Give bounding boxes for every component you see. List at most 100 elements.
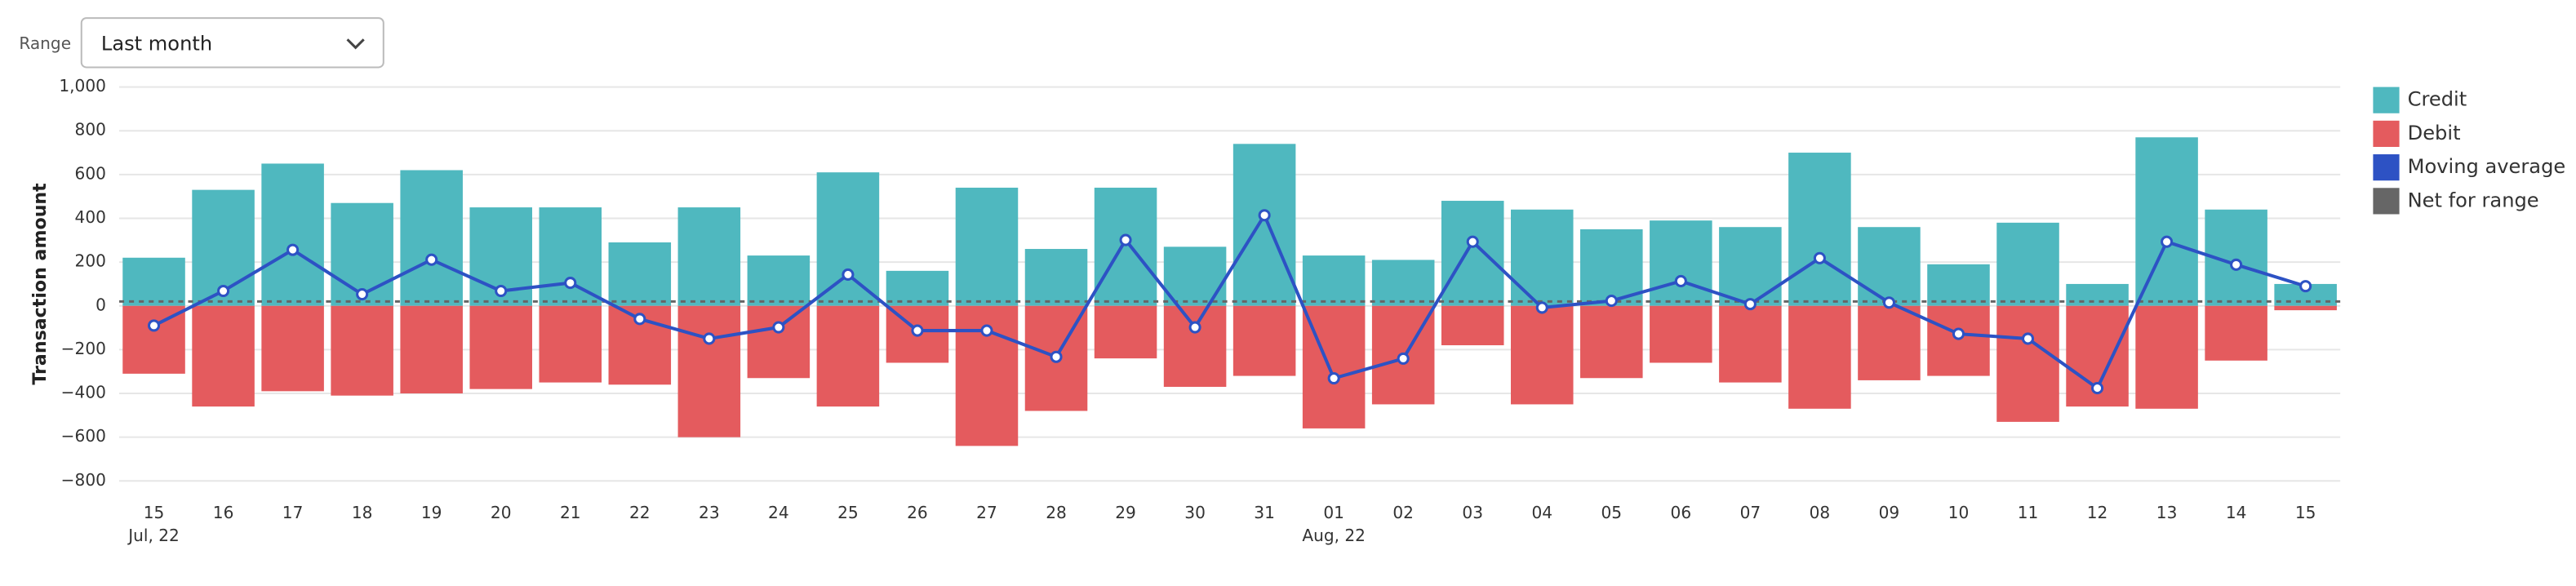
bar bbox=[1371, 260, 1435, 306]
moving-average-point bbox=[1535, 301, 1548, 314]
legend-label: Debit bbox=[2408, 122, 2461, 144]
bar bbox=[1858, 305, 1921, 380]
moving-average-point bbox=[980, 324, 993, 337]
x-month-label: Jul, 22 bbox=[127, 526, 180, 545]
range-dropdown[interactable]: Last month bbox=[80, 17, 384, 69]
moving-average-point bbox=[1397, 352, 1410, 365]
bar bbox=[1441, 305, 1504, 346]
x-tick-label: 20 bbox=[491, 503, 512, 522]
moving-average-point bbox=[425, 253, 438, 266]
legend-swatch bbox=[2373, 120, 2400, 148]
bar bbox=[1719, 227, 1782, 306]
x-tick-label: 04 bbox=[1531, 503, 1552, 522]
bar bbox=[1996, 222, 2059, 306]
bar bbox=[1510, 305, 1574, 405]
bar bbox=[331, 305, 393, 396]
bar bbox=[1927, 264, 1990, 306]
bar bbox=[192, 305, 255, 407]
moving-average-point bbox=[911, 324, 924, 337]
bar bbox=[1163, 305, 1227, 387]
bar bbox=[400, 170, 463, 306]
moving-average-point bbox=[356, 287, 369, 301]
bar bbox=[539, 207, 602, 306]
bar bbox=[400, 305, 463, 394]
bar bbox=[1580, 229, 1643, 306]
x-tick-label: 10 bbox=[1948, 503, 1970, 522]
chevron[interactable] bbox=[346, 38, 365, 50]
bar bbox=[1788, 153, 1851, 306]
x-tick-label: 21 bbox=[560, 503, 581, 522]
moving-average-point bbox=[2299, 280, 2312, 293]
moving-average-point bbox=[1050, 350, 1063, 363]
bar bbox=[955, 187, 1019, 306]
x-tick-label: 22 bbox=[629, 503, 651, 522]
bar bbox=[1232, 144, 1296, 306]
y-tick-label: 800 bbox=[75, 120, 106, 140]
moving-average-point bbox=[1188, 321, 1201, 334]
bar bbox=[816, 305, 880, 407]
bar bbox=[2274, 305, 2337, 311]
bar bbox=[2135, 305, 2198, 409]
moving-average-point bbox=[1743, 298, 1757, 311]
x-tick-label: 15 bbox=[144, 503, 165, 522]
x-tick-label: 14 bbox=[2226, 503, 2247, 522]
y-tick-label: 400 bbox=[75, 207, 106, 227]
dropdown-value[interactable]: Last month bbox=[101, 32, 212, 55]
moving-average-point bbox=[703, 332, 716, 345]
bar bbox=[816, 172, 880, 306]
moving-average-point bbox=[1674, 274, 1687, 287]
x-tick-label: 08 bbox=[1810, 503, 1831, 522]
moving-average-point bbox=[2161, 235, 2174, 248]
bar bbox=[677, 207, 741, 306]
y-tick-label: 0 bbox=[95, 295, 106, 314]
x-tick-label: 28 bbox=[1046, 503, 1067, 522]
y-tick-label: −600 bbox=[61, 426, 106, 446]
moving-average-point bbox=[1466, 235, 1479, 248]
moving-average-point bbox=[147, 319, 161, 332]
bar bbox=[1094, 187, 1157, 306]
x-tick-label: 09 bbox=[1879, 503, 1900, 522]
x-tick-label: 18 bbox=[352, 503, 373, 522]
moving-average-point bbox=[842, 268, 855, 281]
bar bbox=[2066, 283, 2129, 306]
moving-average-point bbox=[495, 284, 508, 298]
dropdown-box[interactable] bbox=[80, 17, 384, 69]
bar bbox=[122, 305, 185, 374]
moving-average-point bbox=[1605, 295, 1618, 308]
bar bbox=[1441, 201, 1504, 306]
moving-average-point bbox=[1119, 233, 1132, 246]
bar bbox=[608, 242, 672, 306]
bar bbox=[1510, 209, 1574, 306]
x-tick-label: 15 bbox=[2295, 503, 2316, 522]
x-tick-label: 05 bbox=[1601, 503, 1623, 522]
range-label: Range bbox=[19, 33, 71, 53]
moving-average-point bbox=[286, 243, 300, 256]
bar bbox=[1858, 227, 1921, 306]
moving-average-point bbox=[2021, 332, 2035, 345]
x-tick-label: 07 bbox=[1740, 503, 1761, 522]
legend-label: Net for range bbox=[2408, 189, 2539, 211]
bar bbox=[1024, 249, 1088, 306]
bar bbox=[122, 257, 185, 306]
bar bbox=[1650, 305, 1712, 363]
bar bbox=[1094, 305, 1157, 359]
moving-average-point bbox=[217, 284, 230, 298]
y-tick-label: −800 bbox=[61, 470, 106, 490]
x-month-label: Aug, 22 bbox=[1302, 526, 1366, 545]
bar bbox=[539, 305, 602, 383]
x-tick-label: 12 bbox=[2087, 503, 2108, 522]
x-tick-label: 24 bbox=[768, 503, 789, 522]
x-tick-label: 25 bbox=[837, 503, 859, 522]
bar bbox=[747, 255, 811, 306]
x-tick-label: 06 bbox=[1671, 503, 1692, 522]
legend-swatch bbox=[2373, 154, 2400, 181]
bar bbox=[261, 163, 324, 306]
moving-average-point bbox=[1882, 296, 1895, 309]
x-tick-label: 19 bbox=[421, 503, 442, 522]
y-tick-label: −400 bbox=[61, 383, 106, 402]
moving-average-point bbox=[1813, 251, 1826, 264]
bar bbox=[261, 305, 324, 392]
y-tick-label: 200 bbox=[75, 251, 106, 271]
bar bbox=[2135, 137, 2198, 306]
bar bbox=[747, 305, 811, 379]
